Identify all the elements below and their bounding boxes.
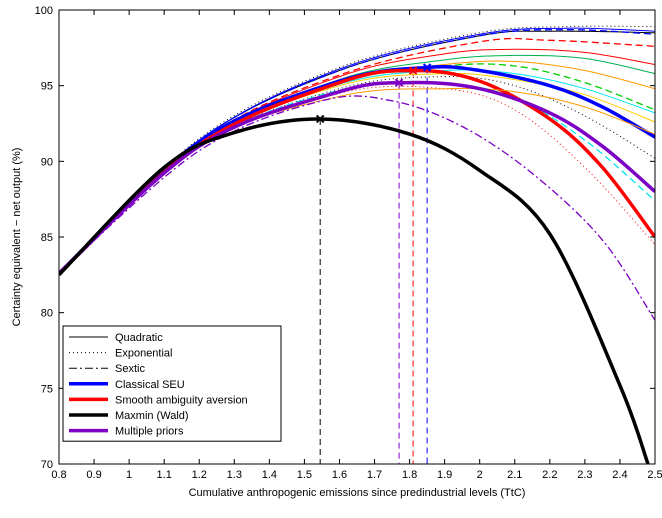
y-tick-label: 95 (41, 81, 53, 93)
series-line (59, 68, 655, 275)
legend-label: Smooth ambiguity aversion (115, 394, 248, 406)
x-tick-label: 1.8 (402, 469, 417, 481)
series-line (59, 37, 655, 274)
x-tick-label: 1.2 (192, 469, 207, 481)
x-tick-label: 0.8 (51, 469, 66, 481)
x-tick-label: 1.9 (437, 469, 452, 481)
x-tick-label: 1.6 (332, 469, 347, 481)
series-line (59, 82, 655, 274)
y-tick-label: 100 (35, 5, 53, 17)
ticks: 0.8 0.9 1 1.1 1.2 1.3 1.4 1.5 1.6 1.7 1.8 1.9 2 2.1 2.… (35, 5, 662, 481)
x-tick-label: 1.4 (262, 469, 277, 481)
y-tick-label: 80 (41, 308, 53, 320)
legend-label: Exponential (115, 348, 173, 360)
series-line (59, 95, 655, 321)
x-tick-label: 2 (477, 469, 483, 481)
x-tick-label: 1.7 (367, 469, 382, 481)
series-line (59, 65, 655, 275)
x-tick-label: 2.5 (647, 469, 662, 481)
y-tick-label: 90 (41, 156, 53, 168)
legend: Quadratic Exponential Sextic Classical SEU S… (62, 325, 282, 442)
series-line (59, 29, 655, 274)
legend-label: Multiple priors (115, 426, 184, 438)
y-tick-label: 85 (41, 232, 53, 244)
x-tick-label: 2.4 (612, 469, 627, 481)
series-line (59, 69, 655, 274)
series-line (59, 117, 650, 464)
x-tick-label: 2.1 (507, 469, 522, 481)
y-tick-label: 75 (41, 383, 53, 395)
optimum-marker (422, 63, 432, 72)
y-axis-label: Certainty equivalent − net output (%) (11, 148, 23, 327)
x-tick-label: 1 (126, 469, 132, 481)
x-tick-label: 0.9 (86, 469, 101, 481)
plot-area (59, 25, 655, 464)
series-line (59, 85, 655, 274)
legend-label: Classical SEU (115, 379, 185, 391)
series-line (59, 72, 655, 274)
optimum-marker (408, 66, 418, 75)
x-axis-label: Cumulative anthropogenic emissions since… (189, 487, 526, 499)
legend-label: Maxmin (Wald) (115, 410, 189, 422)
x-tick-label: 1.3 (227, 469, 242, 481)
optima-markers (315, 63, 432, 124)
series-line (59, 63, 655, 274)
optimum-marker (394, 78, 404, 87)
x-tick-label: 2.3 (577, 469, 592, 481)
x-tick-label: 1.1 (157, 469, 172, 481)
legend-label: Sextic (115, 363, 145, 375)
x-tick-label: 1.5 (297, 469, 312, 481)
legend-label: Quadratic (115, 332, 163, 344)
series-line (59, 80, 655, 275)
x-tick-label: 2.2 (542, 469, 557, 481)
y-tick-label: 70 (41, 459, 53, 471)
optimum-marker (315, 114, 325, 124)
series-line (59, 76, 655, 274)
series-line (59, 48, 655, 274)
